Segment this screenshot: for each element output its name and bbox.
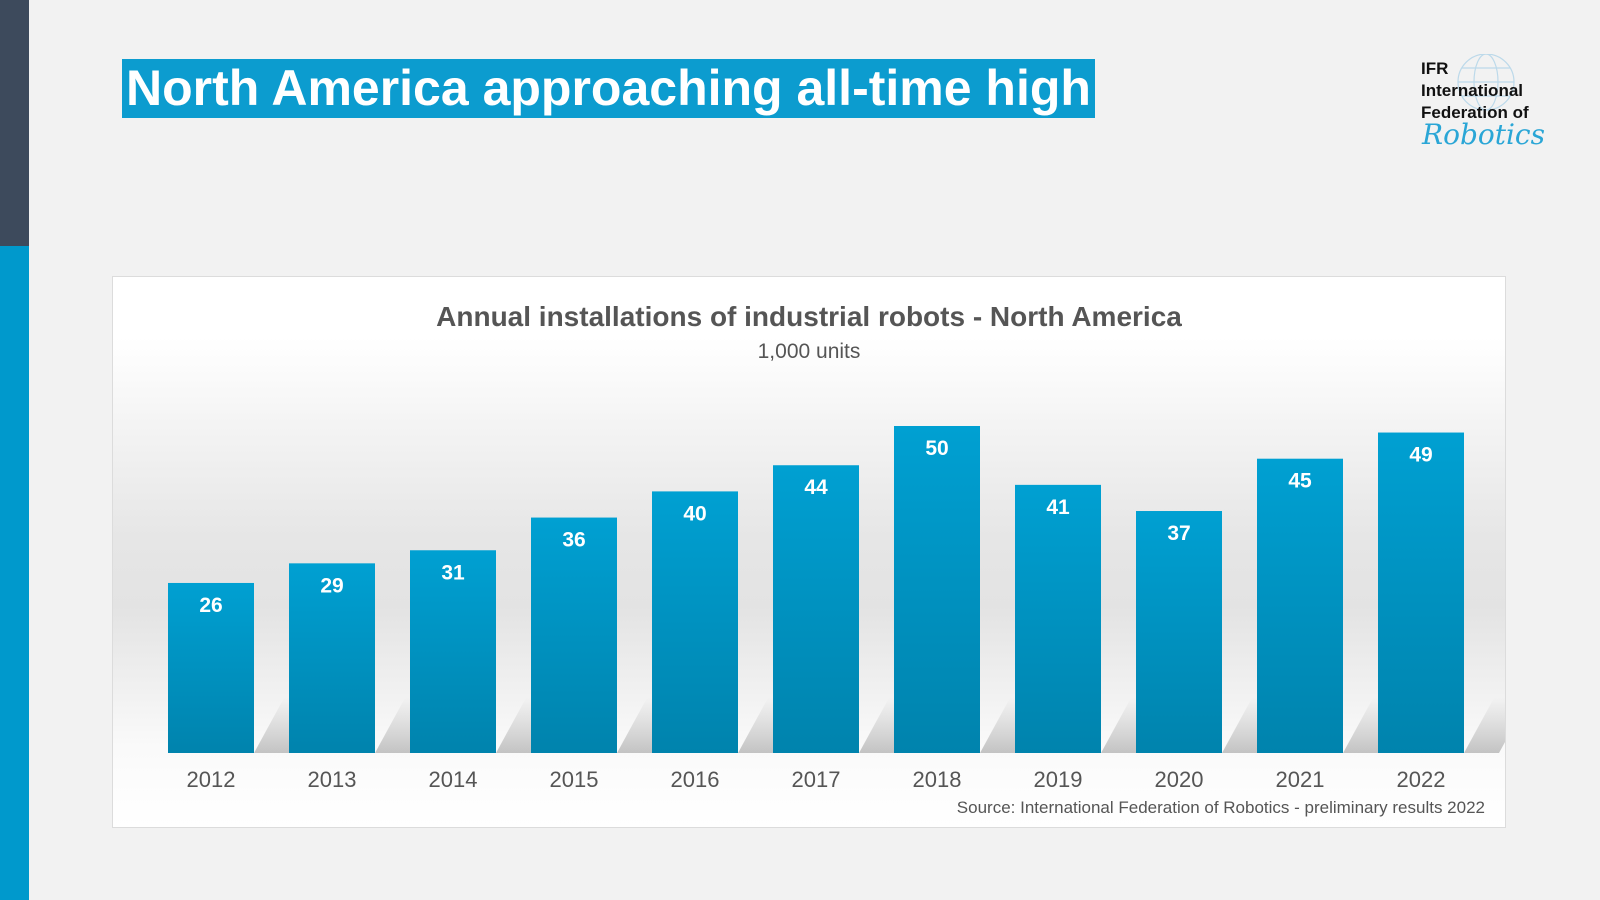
- globe-icon: Robotics: [1421, 54, 1545, 151]
- chart-panel: 26 2012 29 2013 31 2014 36 2015 40 2016 44 2017 50 20…: [112, 276, 1506, 828]
- bar-2016: [652, 491, 738, 753]
- data-label: 40: [683, 502, 706, 525]
- x-tick-label: 2015: [550, 767, 599, 792]
- svg-text:Robotics: Robotics: [1421, 118, 1545, 151]
- data-label: 45: [1288, 470, 1312, 493]
- logo-line1: IFR: [1421, 59, 1449, 78]
- data-label: 36: [562, 529, 585, 552]
- bar-2019: [1015, 484, 1101, 753]
- bar-2018: [894, 426, 980, 753]
- data-label: 29: [320, 574, 343, 597]
- chart-source: Source: International Federation of Robo…: [956, 798, 1485, 817]
- x-tick-label: 2019: [1034, 767, 1083, 792]
- chart-title: Annual installations of industrial robot…: [436, 301, 1182, 332]
- x-tick-label: 2018: [913, 767, 962, 792]
- bar-2015: [531, 517, 617, 753]
- bar-2021: [1257, 458, 1343, 753]
- bar-2012: [168, 582, 254, 753]
- bar-chart: 26 2012 29 2013 31 2014 36 2015 40 2016 44 2017 50 20…: [168, 426, 1505, 792]
- bar-shadow: [1464, 698, 1505, 753]
- x-tick-label: 2016: [671, 767, 720, 792]
- accent-stripe-blue: [0, 246, 29, 900]
- ifr-logo: Robotics IFR International Federation of: [1418, 54, 1588, 154]
- x-tick-label: 2020: [1155, 767, 1204, 792]
- x-tick-label: 2022: [1397, 767, 1446, 792]
- x-tick-label: 2017: [792, 767, 841, 792]
- data-label: 50: [925, 437, 948, 460]
- data-label: 31: [441, 561, 465, 584]
- bar-2017: [773, 465, 859, 753]
- chart-subtitle: 1,000 units: [757, 340, 861, 363]
- x-tick-label: 2012: [187, 767, 236, 792]
- data-label: 44: [804, 476, 828, 499]
- x-tick-label: 2021: [1276, 767, 1325, 792]
- logo-line3: Federation of: [1421, 103, 1529, 122]
- accent-stripe-dark: [0, 0, 29, 246]
- logo-line2: International: [1421, 81, 1524, 100]
- bar-2014: [410, 550, 496, 753]
- bar-2013: [289, 563, 375, 753]
- data-label: 49: [1409, 444, 1432, 467]
- slide-title: North America approaching all-time high: [122, 59, 1095, 118]
- x-tick-label: 2014: [429, 767, 478, 792]
- data-label: 37: [1167, 522, 1190, 545]
- data-label: 41: [1046, 496, 1070, 519]
- bar-2020: [1136, 511, 1222, 753]
- data-label: 26: [199, 594, 222, 617]
- bar-2022: [1378, 432, 1464, 753]
- x-tick-label: 2013: [308, 767, 357, 792]
